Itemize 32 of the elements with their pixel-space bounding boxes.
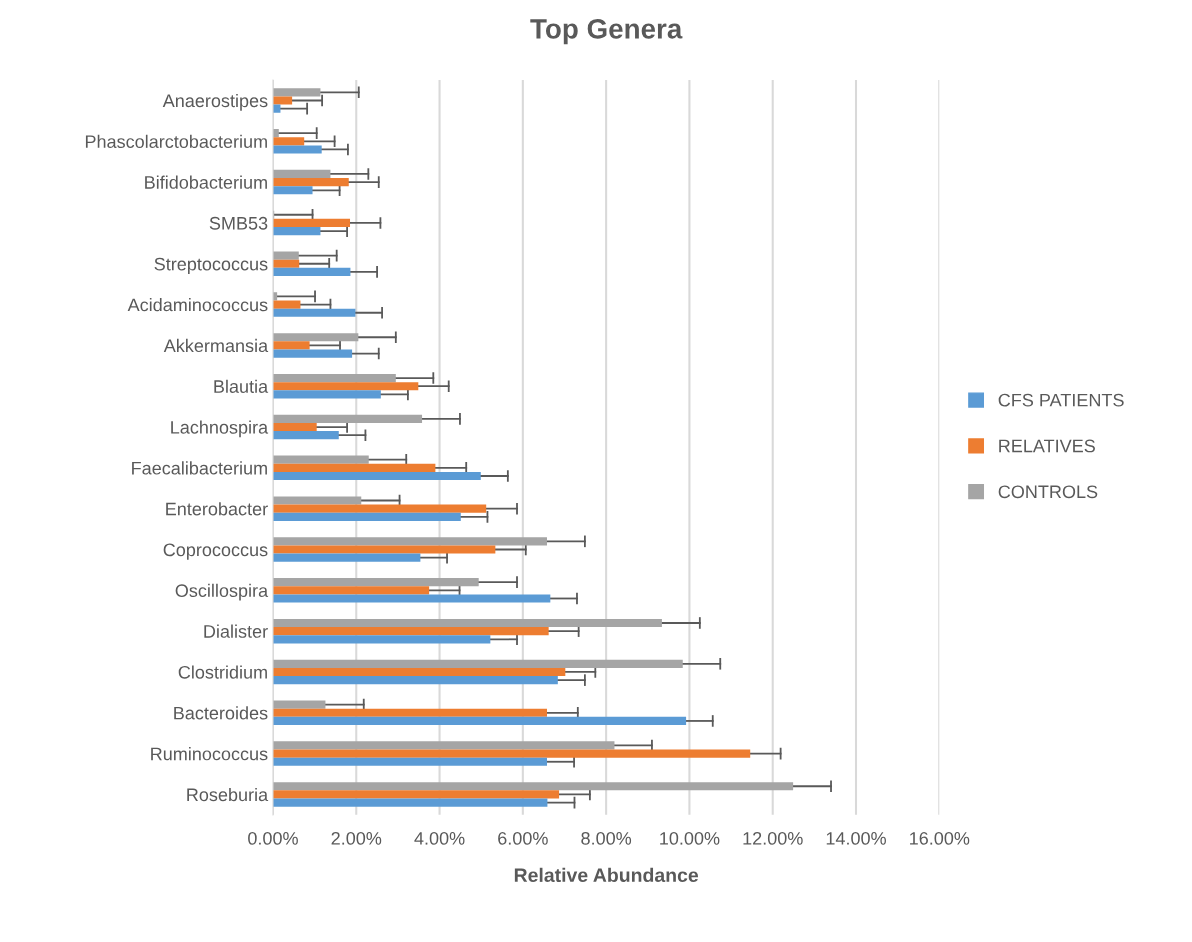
y-tick-label: Lachnospira	[171, 420, 269, 438]
x-tick-label: 4.00%	[414, 831, 465, 845]
legend-label: RELATIVES	[999, 439, 1095, 453]
x-tick-label: 12.00%	[743, 831, 803, 845]
x-axis-title: Relative Abundance	[514, 867, 699, 883]
y-tick-label: Ruminococcus	[151, 747, 268, 761]
y-tick-label: Streptococcus	[154, 257, 268, 275]
y-tick-label: Bifidobacterium	[145, 175, 267, 189]
y-tick-label: Coprococcus	[163, 543, 268, 560]
y-tick-label: Roseburia	[187, 787, 269, 802]
legend-label: CONTROLS	[998, 485, 1098, 499]
x-tick-label: 2.00%	[331, 831, 382, 845]
x-tick-label: 14.00%	[826, 831, 886, 845]
y-tick-label: SMB53	[209, 216, 268, 230]
x-tick-label: 6.00%	[498, 831, 548, 845]
y-tick-label: Dialister	[204, 624, 268, 638]
y-tick-label: Blautia	[214, 379, 269, 393]
chart-title: Top Genera	[530, 19, 683, 45]
y-tick-label: Bacteroides	[174, 706, 268, 720]
x-tick-label: 10.00%	[660, 831, 720, 845]
x-tick-label: 8.00%	[581, 831, 632, 845]
y-tick-label: Anaerostipes	[162, 93, 268, 111]
x-tick-label: 16.00%	[910, 831, 970, 845]
y-tick-label: Acidaminococcus	[127, 298, 268, 312]
x-tick-label: 0.00%	[248, 831, 298, 845]
y-tick-label: Clostridium	[178, 665, 267, 679]
y-tick-label: Phascolarctobacterium	[85, 134, 267, 149]
y-tick-label: Faecalibacterium	[132, 461, 267, 475]
y-tick-label: Enterobacter	[166, 502, 268, 516]
y-tick-label: Akkermansia	[163, 338, 269, 353]
legend-label: CFS PATIENTS	[998, 393, 1124, 407]
y-tick-label: Oscillospira	[175, 583, 269, 601]
